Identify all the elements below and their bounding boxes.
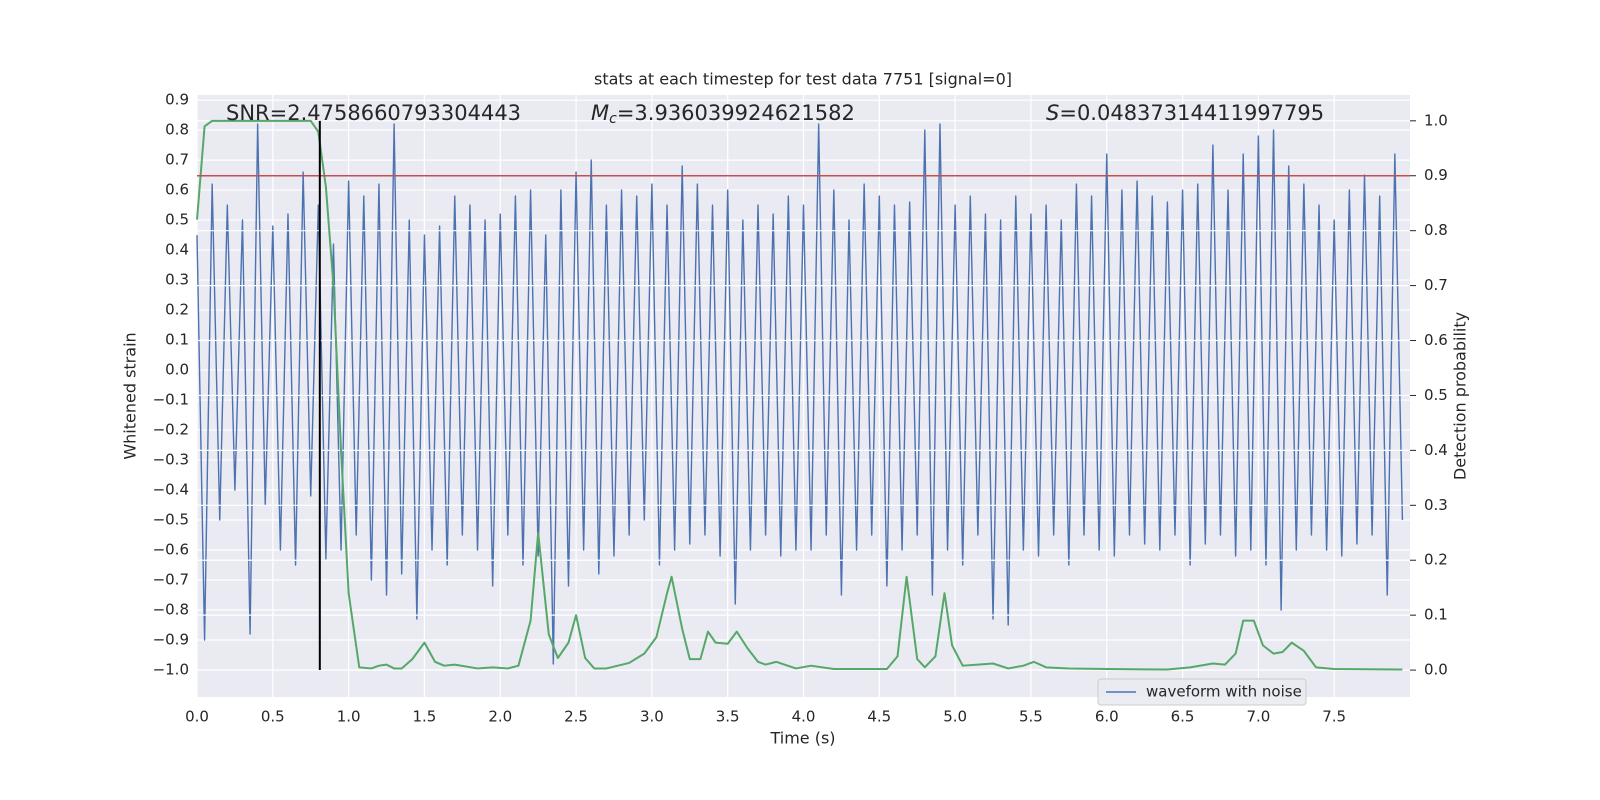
chart-title: stats at each timestep for test data 775…	[594, 70, 1012, 89]
annotation-symbol: M	[591, 101, 609, 125]
annotation-subscript: c	[609, 111, 617, 127]
annotation-text: SNR=2.4758660793304443	[226, 101, 521, 125]
y2-tick-label: 0.1	[1424, 606, 1448, 624]
annotation: S=0.04837314411997795	[1046, 101, 1324, 125]
y2-tick-label: 0.4	[1424, 441, 1448, 459]
x-tick-label: 3.0	[640, 708, 664, 726]
y2-tick-label: 0.8	[1424, 221, 1448, 239]
y2-tick-label: 0.9	[1424, 166, 1448, 184]
y-tick-label: −0.4	[153, 481, 189, 499]
y-tick-label: −0.2	[153, 421, 189, 439]
y-tick-label: −1.0	[153, 661, 189, 679]
x-tick-label: 2.0	[488, 708, 512, 726]
y-tick-label: 0.8	[165, 121, 189, 139]
y-tick-label: 0.6	[165, 181, 189, 199]
y-tick-label: −0.5	[153, 511, 189, 529]
x-tick-label: 0.5	[261, 708, 285, 726]
series-line	[196, 123, 1404, 665]
y-tick-label: −0.8	[153, 601, 189, 619]
x-tick-label: 2.5	[564, 708, 588, 726]
annotation-symbol: S	[1046, 101, 1059, 125]
annotation: SNR=2.4758660793304443	[226, 101, 521, 125]
x-tick-label: 7.0	[1246, 708, 1270, 726]
x-tick-label: 5.5	[1019, 708, 1043, 726]
x-tick-label: 5.0	[943, 708, 967, 726]
y2-tick-label: 1.0	[1424, 111, 1448, 129]
y-tick-label: 0.5	[165, 211, 189, 229]
y-tick-label: −0.3	[153, 451, 189, 469]
y-tick-label: −0.7	[153, 571, 189, 589]
y2-tick-label: 0.0	[1424, 661, 1448, 679]
y-tick-label: 0.3	[165, 271, 189, 289]
y-tick-label: 0.0	[165, 361, 189, 379]
x-tick-label: 0.0	[185, 708, 209, 726]
series-line	[196, 119, 1403, 671]
overlay: SNR=2.4758660793304443 Mc=3.9360399246215…	[197, 101, 1410, 706]
annotation-text: =3.936039924621582	[617, 101, 855, 125]
x-tick-label: 6.0	[1095, 708, 1119, 726]
x-tick-label: 1.0	[337, 708, 361, 726]
y-tick-label: 0.9	[165, 91, 189, 109]
x-tick-label: 4.5	[867, 708, 891, 726]
y-axis-label: Whitened strain	[121, 332, 140, 459]
y-tick-label: 0.2	[165, 301, 189, 319]
y-tick-label: 0.1	[165, 331, 189, 349]
annotation-text: =0.04837314411997795	[1059, 101, 1324, 125]
annotation: Mc=3.936039924621582	[591, 101, 855, 127]
x-axis-label: Time (s)	[769, 729, 835, 748]
y-tick-label: −0.1	[153, 391, 189, 409]
y-tick-label: −0.6	[153, 541, 189, 559]
x-tick-label: 7.5	[1322, 708, 1346, 726]
legend-label: waveform with noise	[1146, 683, 1302, 701]
x-tick-label: 1.5	[413, 708, 437, 726]
y2-tick-label: 0.6	[1424, 331, 1448, 349]
legend-box	[1097, 678, 1307, 706]
y-tick-label: 0.4	[165, 241, 189, 259]
y2-tick-label: 0.7	[1424, 276, 1448, 294]
x-tick-label: 4.0	[792, 708, 816, 726]
y2-axis-label: Detection probability	[1451, 312, 1470, 480]
y-tick-label: −0.9	[153, 631, 189, 649]
y2-tick-label: 0.2	[1424, 551, 1448, 569]
x-tick-label: 3.5	[716, 708, 740, 726]
y-tick-label: 0.7	[165, 151, 189, 169]
x-tick-label: 6.5	[1171, 708, 1195, 726]
y2-tick-label: 0.3	[1424, 496, 1448, 514]
y2-tick-label: 0.5	[1424, 386, 1448, 404]
